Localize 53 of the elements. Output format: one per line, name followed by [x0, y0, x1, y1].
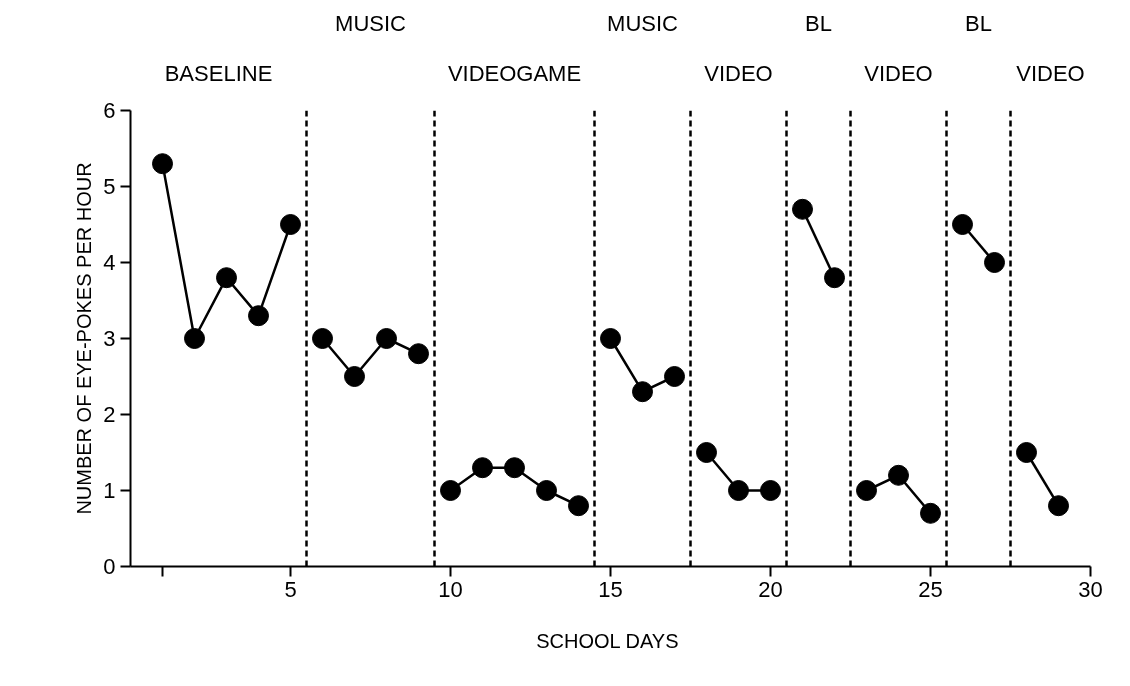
- text: BL: [965, 10, 992, 36]
- text: VIDEO: [1016, 60, 1085, 86]
- point: [280, 214, 301, 235]
- point: [248, 305, 269, 327]
- point: [728, 480, 749, 501]
- text: BASELINE: [164, 60, 273, 86]
- x-tick-label: 10: [438, 576, 463, 602]
- point: [664, 366, 685, 387]
- x-tick-label: 15: [598, 576, 623, 602]
- point: [920, 502, 941, 524]
- y-tick-label: 6: [103, 98, 116, 123]
- x-tick-label: 5: [284, 576, 297, 602]
- y-tick-label: 5: [103, 174, 116, 199]
- point: [856, 480, 877, 501]
- point: [440, 480, 461, 501]
- y-tick-label: 3: [103, 326, 116, 351]
- point: [312, 328, 333, 349]
- x-tick-label: 25: [918, 576, 943, 602]
- point: [632, 381, 653, 403]
- point: [184, 328, 205, 349]
- point: [952, 214, 973, 235]
- y-axis-title: NUMBER OF EYE-POKES PER HOUR: [73, 162, 96, 515]
- x-tick-label: 20: [758, 576, 783, 602]
- point: [472, 457, 493, 479]
- point: [344, 366, 365, 387]
- point: [216, 267, 237, 289]
- point: [760, 480, 781, 501]
- x-axis-title: SCHOOL DAYS: [536, 629, 679, 652]
- text: VIDEO: [864, 60, 933, 86]
- point: [408, 343, 429, 365]
- point: [888, 464, 909, 486]
- point: [536, 480, 557, 501]
- text: BL: [805, 10, 832, 36]
- y-tick-label: 4: [103, 250, 116, 275]
- point: [152, 153, 173, 175]
- point: [504, 457, 525, 479]
- point: [984, 252, 1005, 273]
- point: [376, 328, 397, 349]
- y-tick-label: 0: [103, 554, 116, 579]
- point: [824, 267, 845, 289]
- point: [792, 198, 813, 220]
- point: [1016, 442, 1037, 463]
- text: MUSIC: [335, 10, 407, 36]
- text: VIDEO: [704, 60, 773, 86]
- point: [696, 442, 717, 463]
- x-tick-label: 30: [1078, 576, 1103, 602]
- text: MUSIC: [607, 10, 679, 36]
- point: [568, 495, 589, 517]
- point: [600, 328, 621, 349]
- text: VIDEOGAME: [447, 60, 582, 86]
- y-tick-label: 2: [103, 402, 116, 427]
- y-tick-label: 1: [103, 478, 116, 503]
- point: [1048, 495, 1069, 517]
